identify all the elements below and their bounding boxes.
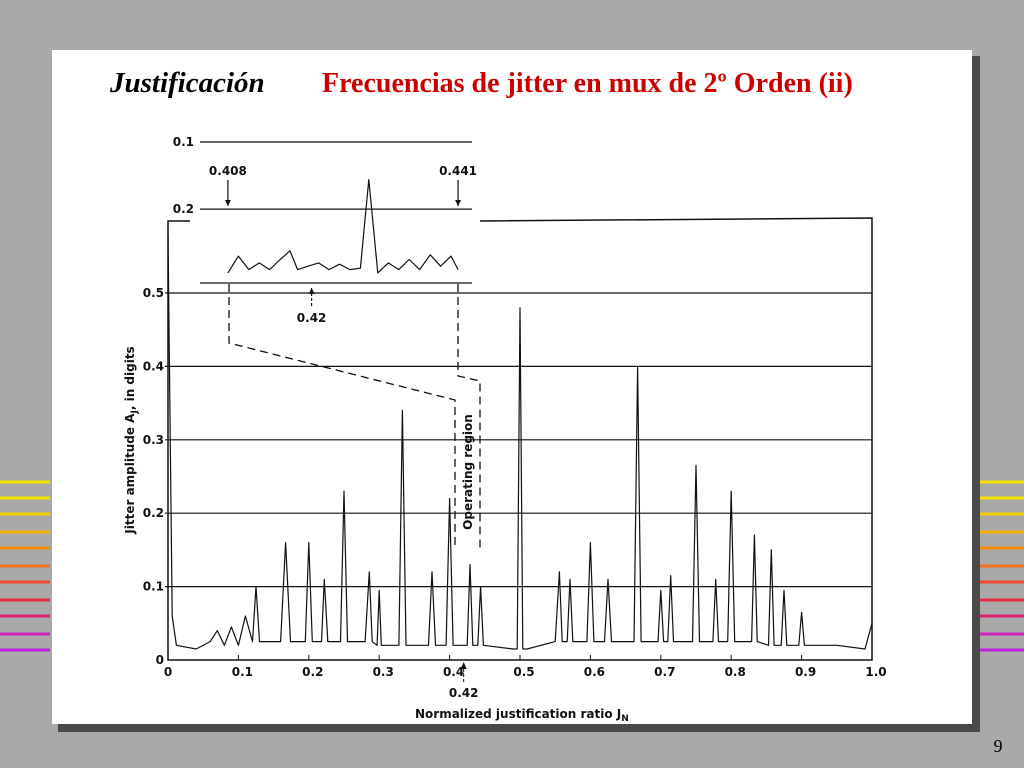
arrow-head [224,200,231,206]
y-tick-label: 0.1 [143,580,164,594]
x-axis-label: Normalized justification ratio JN [415,707,629,724]
x-tick-label: 0.2 [302,665,323,679]
y-tick-label: 0.5 [143,286,164,300]
x-tick-label: 0.4 [443,665,464,679]
marker-label: 0.42 [449,686,479,700]
x-tick-label: 0.441 [439,164,477,178]
y-tick-label: 0.1 [173,135,194,149]
y-tick-label: 0.2 [143,506,164,520]
title-right: Frecuencias de jitter en mux de 2º Orden… [322,68,853,99]
x-tick-label: 0.5 [513,665,534,679]
x-label-sub: N [621,714,629,724]
x-tick-label: 0.8 [725,665,746,679]
x-tick-label: 0.7 [654,665,675,679]
annotation: Operating region [461,414,475,530]
y-tick-label: 0.2 [173,202,194,216]
x-tick-label: 1.0 [865,665,886,679]
spectrum-line [167,234,873,650]
y-tick-label: 0 [156,653,164,667]
x-tick-label: 0.408 [209,164,247,178]
x-tick-label: 0.6 [584,665,605,679]
page-number: 9 [994,736,1003,756]
arrow-head [455,200,462,206]
x-tick-label: 0.3 [373,665,394,679]
y-tick-label: 0.4 [143,359,164,373]
y-axis-label: Jitter amplitude AJ, in digits [123,346,140,534]
y-label-end: , in digits [123,346,137,410]
x-tick-label: 0 [164,665,172,679]
panel [52,50,972,724]
x-tick-label: 0.1 [232,665,253,679]
y-label-text: Jitter amplitude A [123,413,137,535]
x-tick-label: 0.9 [795,665,816,679]
title-left: Justificación [109,67,265,99]
y-label-sub: J [130,410,140,414]
y-tick-label: 0.3 [143,433,164,447]
connectors [228,284,481,548]
spectrum-line [227,179,459,274]
x-label-text: Normalized justification ratio J [415,707,621,721]
arrow-head [460,662,467,669]
x-tick-label: 0.42 [297,311,327,325]
arrow-head [308,288,315,294]
stripes [0,480,1024,652]
